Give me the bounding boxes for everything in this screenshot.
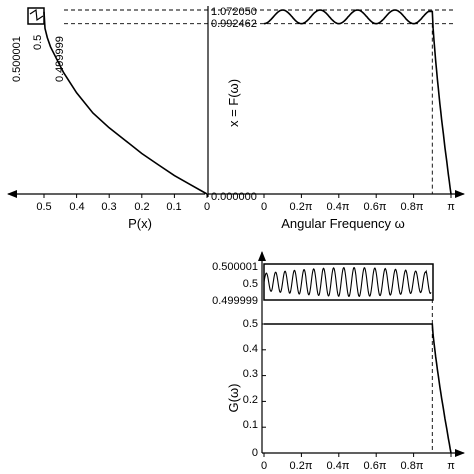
x-tick-label: 0.2 [134,201,149,213]
x-tick-label: π [447,460,455,472]
x-tick-label: π [447,201,455,213]
x-tick-label: 0.6π [364,201,387,213]
series-line-P [43,11,208,195]
bottom-inset-trace [263,267,432,297]
x-tick-label: 0.1 [166,201,181,213]
x-tick-label: 0.8π [401,460,424,472]
left-inset-trace [29,8,44,22]
y-tick-label: 1.072050 [211,6,257,18]
x-tick-label: 0.3 [101,201,116,213]
left-inset-box [27,7,45,25]
y-tick-label: 0.000000 [211,191,257,203]
y-tick-label: 0 [252,447,258,459]
x-tick-label: 0.5 [36,201,51,213]
top-right-x-axis-label: Angular Frequency ω [281,216,405,231]
x-tick-label: 0.2π [290,460,313,472]
bottom-right-y-tick-labels: 0.5 0.4 0.3 0.2 0.1 0 [243,318,258,459]
x-tick-label: 0.2π [290,201,313,213]
x-tick-label: 0.8π [401,201,424,213]
inset-tick-label: 0.499999 [212,295,258,307]
y-tick-label: 0.4 [243,343,258,355]
x-tick-label: 0.4π [327,201,350,213]
x-tick-label: 0 [261,460,267,472]
inset-tick-label: 0.5 [32,35,44,50]
y-tick-label: 0.1 [243,419,258,431]
x-tick-label: 0.6π [364,460,387,472]
chart-marks [27,7,455,457]
axes-frame [7,6,465,457]
y-tick-label: 0.2 [243,394,258,406]
y-tick-label: 0.3 [243,368,258,380]
x-tick-label: 0 [261,201,267,213]
bottom-inset-tick-labels: 0.500001 0.5 0.499999 [212,261,258,307]
bottom-right-x-tick-labels: 0 0.2π 0.4π 0.6π 0.8π π [261,460,455,472]
bottom-right-y-axis-label: G(ω) [226,384,241,413]
y-tick-label: 0.5 [243,318,258,330]
series-line-G [264,323,452,454]
left-x-tick-labels: 0.5 0.4 0.3 0.2 0.1 0 [36,201,210,213]
inset-tick-label: 0.500001 [212,261,258,273]
x-tick-label: 0.4π [327,460,350,472]
x-tick-label: 0 [204,201,210,213]
x-tick-label: 0.4 [69,201,84,213]
inset-tick-label: 0.5 [243,278,258,290]
top-right-x-tick-labels: 0 0.2π 0.4π 0.6π 0.8π π [261,201,455,213]
left-x-axis-label: P(x) [128,216,152,231]
series-line-F [263,9,452,195]
left-inset-tick-labels: 0.500001 0.5 0.499999 [11,35,66,82]
inset-tick-label: 0.500001 [11,36,23,82]
top-right-y-axis-label: x = F(ω) [226,79,241,127]
